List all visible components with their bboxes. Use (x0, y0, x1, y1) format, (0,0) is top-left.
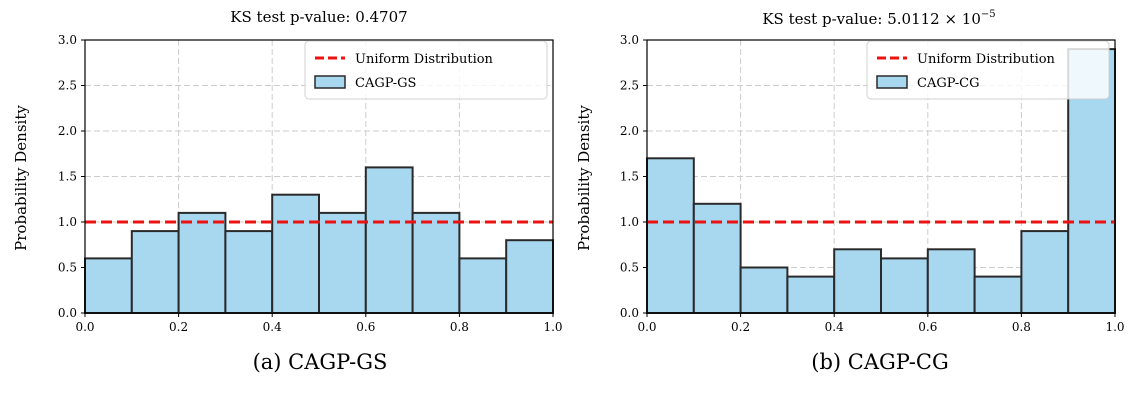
histogram-bar-a (224, 230, 274, 315)
y-tick-label-b: 1.5 (620, 170, 639, 184)
y-tick-label-a: 0.0 (58, 306, 77, 320)
y-tick-label-a: 2.0 (58, 124, 77, 138)
histogram-bar-b (880, 257, 929, 314)
y-tick-label-b: 3.0 (620, 33, 639, 47)
caption-b: (b) CAGP-CG (811, 350, 949, 374)
y-tick-label-b: 2.5 (620, 79, 639, 93)
histogram-bar-b (973, 275, 1023, 315)
histogram-bar-a (364, 166, 414, 314)
histogram-bar-a (130, 230, 180, 315)
panel-a: KS test p-value: 0.4707 Probability Dens… (12, 8, 563, 334)
histogram-bar-b (1020, 230, 1070, 315)
histogram-bar-b (692, 202, 742, 314)
histogram-bar-b (646, 157, 695, 314)
panel-b: KS test p-value: 5.0112 × 10−5 Probabili… (575, 9, 1125, 334)
y-tick-label-a: 3.0 (58, 33, 77, 47)
y-tick-label-b: 2.0 (620, 124, 639, 138)
histogram-bar-a (177, 211, 227, 314)
y-tick-label-a: 1.0 (58, 215, 77, 229)
histogram-bar-a (458, 257, 508, 314)
histogram-bar-b (833, 248, 883, 315)
x-tick-label-a: 1.0 (543, 320, 562, 334)
legend-label-uniform-a: Uniform Distribution (355, 52, 494, 67)
y-tick-label-b: 0.5 (620, 261, 639, 275)
y-axis-label-a: Probability Density (12, 105, 30, 251)
x-tick-label-a: 0.6 (356, 320, 375, 334)
histogram-bar-a (271, 193, 321, 314)
x-tick-label-a: 0.2 (169, 320, 188, 334)
caption-a: (a) CAGP-GS (252, 350, 388, 374)
histogram-bar-a (505, 239, 555, 314)
y-tick-label-a: 0.5 (58, 261, 77, 275)
y-axis-label-b: Probability Density (575, 105, 593, 251)
histogram-bar-b (739, 266, 789, 314)
chart-title-b-main: KS test p-value: 5.0112 × 10 (762, 10, 981, 28)
y-tick-label-a: 1.5 (58, 170, 77, 184)
legend-bar-swatch-a (314, 75, 346, 89)
histogram-bar-b (786, 275, 836, 315)
x-tick-label-a: 0.0 (75, 320, 94, 334)
x-tick-label-b: 0.0 (637, 320, 656, 334)
x-tick-label-a: 0.8 (450, 320, 469, 334)
y-tick-label-b: 0.0 (620, 306, 639, 320)
x-tick-label-b: 0.2 (731, 320, 750, 334)
legend-bar-swatch-b (876, 75, 908, 89)
histogram-bar-b (926, 248, 976, 315)
x-tick-label-b: 1.0 (1105, 320, 1124, 334)
y-tick-label-b: 1.0 (620, 215, 639, 229)
histogram-bar-a (318, 211, 367, 314)
histogram-bar-a (411, 211, 461, 314)
legend-box-a (304, 40, 548, 100)
legend-label-uniform-b: Uniform Distribution (917, 52, 1056, 67)
x-tick-label-b: 0.6 (918, 320, 937, 334)
x-tick-label-b: 0.4 (825, 320, 844, 334)
x-tick-label-b: 0.8 (1012, 320, 1031, 334)
legend-box-b (866, 40, 1110, 100)
chart-title-a: KS test p-value: 0.4707 (230, 8, 407, 26)
chart-title-b: KS test p-value: 5.0112 × 10−5 (762, 9, 995, 28)
x-tick-label-a: 0.4 (263, 320, 282, 334)
legend-label-series-b: CAGP-CG (917, 76, 979, 91)
histogram-bar-a (84, 257, 133, 314)
chart-title-b-exponent: −5 (981, 9, 996, 20)
y-tick-label-a: 2.5 (58, 79, 77, 93)
legend-label-series-a: CAGP-GS (355, 76, 416, 91)
